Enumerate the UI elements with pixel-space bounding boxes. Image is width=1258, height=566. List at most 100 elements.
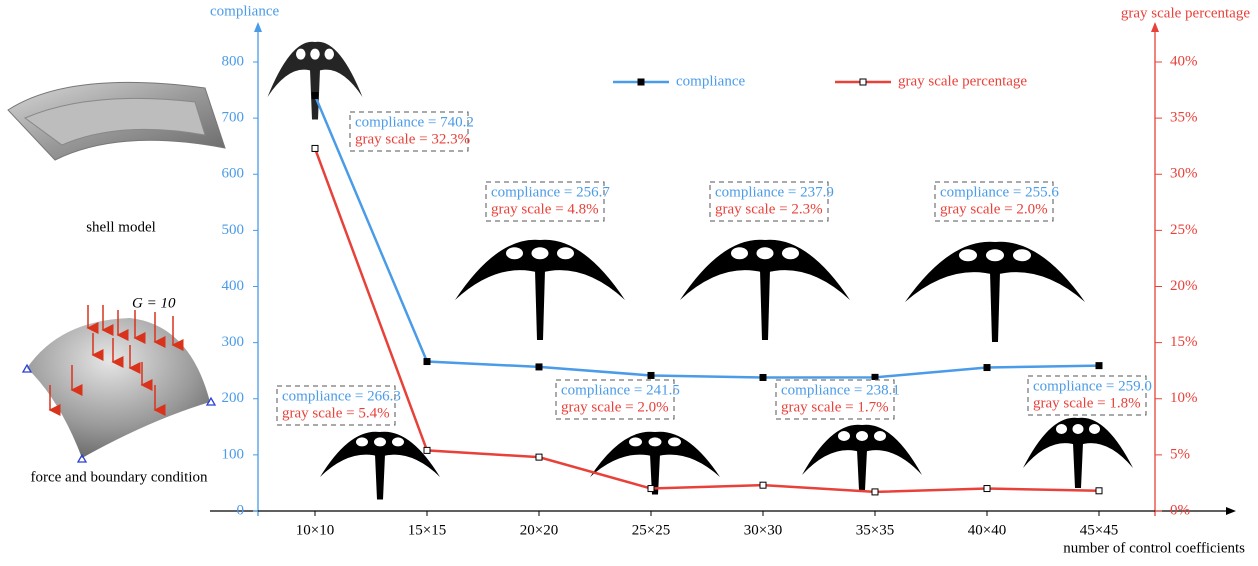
- value-label: compliance = 266.3: [282, 388, 401, 404]
- y2-tick-label: 20%: [1170, 278, 1198, 294]
- value-label: compliance = 740.2: [355, 114, 474, 130]
- topology-hole: [629, 437, 642, 446]
- legend-label: gray scale percentage: [898, 73, 1027, 89]
- force-image: [23, 305, 215, 462]
- x-tick-label: 25×25: [632, 522, 670, 538]
- x-tick-label: 35×35: [856, 522, 894, 538]
- topology-hole: [986, 249, 1004, 261]
- topology-hole: [874, 431, 886, 441]
- topology-hole: [1056, 424, 1067, 434]
- point-marker: [424, 359, 430, 365]
- topology-hole: [356, 437, 368, 446]
- topology-hole: [374, 437, 386, 446]
- value-label: compliance = 241.5: [561, 382, 680, 398]
- topology-hole: [959, 249, 977, 261]
- value-label: compliance = 259.0: [1033, 378, 1152, 394]
- topology: [320, 432, 440, 500]
- y2-tick-label: 15%: [1170, 334, 1198, 350]
- panel-label: shell model: [86, 219, 156, 235]
- topology-hole: [325, 49, 335, 60]
- point-marker: [312, 145, 318, 151]
- topology-stem: [760, 270, 770, 340]
- topology: [590, 432, 720, 495]
- topology-stem: [990, 272, 1000, 342]
- point-marker: [984, 365, 990, 371]
- topology: [1023, 418, 1133, 488]
- y2-tick-label: 5%: [1170, 446, 1190, 462]
- topology-hole: [557, 247, 574, 259]
- x-tick-label: 10×10: [296, 522, 334, 538]
- point-marker: [424, 447, 430, 453]
- chart: shell model G = 10 force and boundary co…: [0, 0, 1258, 566]
- topology: [455, 240, 625, 340]
- y-tick-label: 0: [237, 502, 245, 518]
- x-tick-label: 45×45: [1080, 522, 1118, 538]
- y2-tick-label: 0%: [1170, 502, 1190, 518]
- axis-arrow: [254, 22, 262, 32]
- y2-tick-label: 40%: [1170, 53, 1198, 69]
- y-tick-label: 800: [222, 53, 245, 69]
- y-tick-label: 400: [222, 278, 245, 294]
- value-label: compliance = 255.6: [940, 184, 1059, 200]
- topology-hole: [1073, 424, 1084, 434]
- x-tick-label: 40×40: [968, 522, 1006, 538]
- panel-label: force and boundary condition: [30, 469, 208, 485]
- shell-model-image: [8, 82, 225, 160]
- value-label: gray scale = 2.3%: [715, 201, 823, 217]
- y-tick-label: 200: [222, 390, 245, 406]
- value-label: gray scale = 2.0%: [940, 201, 1048, 217]
- value-label: gray scale = 5.4%: [282, 405, 390, 421]
- point-marker: [872, 489, 878, 495]
- value-label: gray scale = 1.8%: [1033, 395, 1141, 411]
- legend-marker: [860, 79, 866, 85]
- topology-hole: [1013, 249, 1031, 261]
- topology: [680, 240, 850, 340]
- value-label: compliance = 237.9: [715, 184, 834, 200]
- x-tick-label: 20×20: [520, 522, 558, 538]
- axis-arrow: [1226, 507, 1236, 515]
- y-tick-label: 100: [222, 446, 245, 462]
- topology-hole: [649, 437, 662, 446]
- load-label: G = 10: [132, 295, 176, 311]
- topology-hole: [310, 49, 320, 60]
- y2-axis-label: gray scale percentage: [1121, 5, 1250, 21]
- value-label: gray scale = 1.7%: [781, 399, 889, 415]
- y-tick-label: 600: [222, 166, 245, 182]
- topology-hole: [731, 247, 748, 259]
- point-marker: [760, 482, 766, 488]
- topology-hole: [1089, 424, 1100, 434]
- y2-tick-label: 35%: [1170, 110, 1198, 126]
- topology-hole: [782, 247, 799, 259]
- topology-hole: [856, 431, 868, 441]
- topology-hole: [532, 247, 549, 259]
- x-axis-label: number of control coefficients: [1063, 540, 1245, 556]
- value-label: compliance = 256.7: [491, 184, 610, 200]
- topology-images: [268, 42, 1134, 500]
- y-axis-label: compliance: [210, 3, 279, 19]
- topology-hole: [757, 247, 774, 259]
- point-marker: [648, 486, 654, 492]
- value-label: gray scale = 4.8%: [491, 201, 599, 217]
- topology-hole: [296, 49, 306, 60]
- y2-tick-label: 10%: [1170, 390, 1198, 406]
- legend-marker: [638, 79, 644, 85]
- topology: [268, 42, 363, 120]
- topology-hole: [506, 247, 523, 259]
- point-marker: [872, 374, 878, 380]
- y2-tick-label: 25%: [1170, 222, 1198, 238]
- x-tick-label: 15×15: [408, 522, 446, 538]
- point-marker: [1096, 488, 1102, 494]
- topology-stem: [1073, 443, 1083, 488]
- topology-hole: [392, 437, 404, 446]
- point-marker: [312, 93, 318, 99]
- topology-stem: [535, 270, 545, 340]
- topology: [802, 425, 922, 490]
- y2-tick-label: 30%: [1170, 166, 1198, 182]
- y-tick-label: 300: [222, 334, 245, 350]
- value-label: compliance = 238.1: [781, 382, 900, 398]
- topology: [905, 242, 1085, 342]
- point-marker: [536, 364, 542, 370]
- y-tick-label: 700: [222, 110, 245, 126]
- topology-stem: [857, 450, 867, 490]
- topology-stem: [375, 455, 385, 500]
